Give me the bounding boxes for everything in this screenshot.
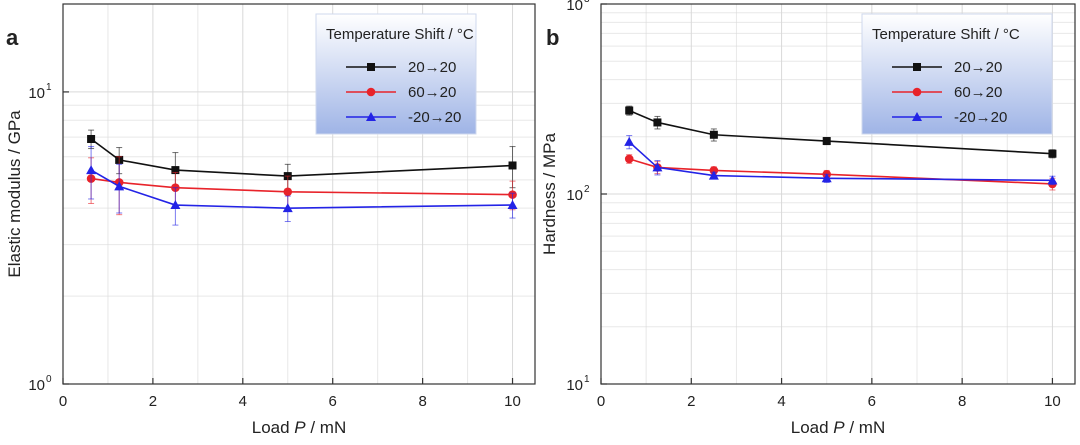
x-tick-label: 2 (149, 393, 157, 410)
data-point (87, 134, 96, 143)
x-axis-label-unit: / mN (845, 418, 886, 437)
data-point (1047, 175, 1058, 185)
legend-box (861, 13, 1053, 135)
legend-title: Temperature Shift / °C (326, 26, 474, 43)
y-tick-label: 10 (566, 187, 583, 204)
data-point (86, 165, 97, 175)
legend-entry-label: -20→20 (954, 109, 1007, 126)
data-point (625, 106, 634, 115)
x-tick-label: 4 (777, 393, 785, 410)
x-tick-label: 6 (329, 393, 337, 410)
data-point (507, 200, 518, 210)
data-point (114, 181, 125, 191)
y-tick-label: 10 (28, 377, 45, 394)
y-axis-label: Hardness / MPa (540, 133, 559, 255)
y-axis-label: Elastic modulus / GPa (5, 110, 24, 278)
panel-letter: b (546, 25, 559, 50)
x-axis-label-text: Load (791, 418, 834, 437)
x-axis-label: Load P / mN (252, 418, 347, 437)
legend-entry-label: 60→20 (408, 84, 456, 101)
legend-marker (366, 87, 376, 97)
y-tick-label: 10 (566, 0, 583, 14)
y-tick-exponent: 2 (584, 184, 590, 195)
x-axis-label: Load P / mN (791, 418, 886, 437)
data-point (822, 137, 831, 146)
data-point (624, 154, 634, 164)
data-point (283, 187, 293, 197)
legend-box (315, 13, 477, 135)
data-point (652, 162, 663, 172)
series-line (90, 138, 513, 177)
panel-letter: a (6, 25, 19, 50)
y-tick-exponent: 0 (46, 374, 52, 385)
data-point (170, 200, 181, 210)
x-axis-label-variable: P (294, 418, 306, 437)
x-tick-label: 6 (868, 393, 876, 410)
series-0 (87, 129, 517, 191)
legend-marker (366, 112, 376, 121)
legend-marker (912, 112, 922, 121)
data-point (624, 136, 635, 146)
legend: Temperature Shift / °C 20→20 60→20 -20→20 (861, 13, 1053, 135)
legend-marker (367, 63, 375, 71)
data-point (282, 203, 293, 213)
data-point (821, 173, 832, 183)
legend-marker (913, 63, 921, 71)
x-tick-label: 8 (418, 393, 426, 410)
legend-entry-label: 60→20 (954, 84, 1002, 101)
x-tick-label: 0 (59, 393, 67, 410)
series-2 (624, 135, 1058, 186)
data-point (508, 161, 517, 170)
data-point (708, 170, 719, 180)
y-tick-exponent: 1 (46, 82, 52, 93)
series-2 (86, 146, 518, 226)
x-tick-label: 4 (239, 393, 247, 410)
x-tick-label: 8 (958, 393, 966, 410)
legend-marker (912, 87, 922, 97)
series-0 (625, 105, 1057, 159)
legend-entry-label: 20→20 (408, 59, 456, 76)
x-tick-label: 2 (687, 393, 695, 410)
data-point (1048, 149, 1057, 158)
data-point (709, 130, 718, 139)
legend: Temperature Shift / °C 20→20 60→20 -20→20 (315, 13, 477, 135)
x-tick-label: 10 (504, 393, 521, 410)
y-tick-label: 10 (566, 377, 583, 394)
y-tick-exponent: 3 (584, 0, 590, 5)
x-tick-label: 0 (597, 393, 605, 410)
data-point (653, 118, 662, 127)
legend-entry-label: 20→20 (954, 59, 1002, 76)
data-point (171, 166, 180, 175)
plot-frame (62, 3, 536, 385)
x-tick-label: 10 (1044, 393, 1061, 410)
legend-title: Temperature Shift / °C (872, 26, 1020, 43)
legend-entry-label: -20→20 (408, 109, 461, 126)
y-tick-label: 10 (28, 85, 45, 102)
x-axis-label-unit: / mN (306, 418, 347, 437)
x-axis-label-variable: P (833, 418, 845, 437)
x-axis-label-text: Load (252, 418, 295, 437)
y-tick-exponent: 1 (584, 374, 590, 385)
series-line (90, 177, 513, 196)
